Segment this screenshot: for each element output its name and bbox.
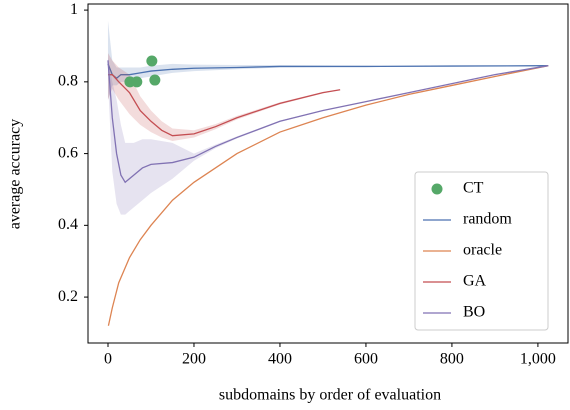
x-tick-label: 400 — [268, 351, 292, 368]
y-tick-label: 0.2 — [58, 288, 78, 305]
legend-label: GA — [463, 273, 487, 290]
legend-label: random — [463, 211, 512, 228]
line — [107, 74, 341, 137]
line — [107, 60, 549, 184]
plot-area — [107, 20, 549, 326]
line — [107, 65, 549, 326]
legend-label: BO — [463, 304, 485, 321]
x-tick-label: 600 — [354, 351, 378, 368]
legend-label: oracle — [463, 242, 502, 259]
x-tick-label: 0 — [104, 351, 112, 368]
y-tick-label: 0.8 — [58, 73, 78, 90]
legend-label: CT — [463, 180, 484, 197]
line — [107, 63, 549, 80]
point — [131, 76, 143, 88]
x-tick-label: 800 — [440, 351, 464, 368]
x-tick-label: 200 — [182, 351, 206, 368]
y-tick-label: 0.4 — [58, 216, 78, 233]
legend-box — [414, 171, 549, 331]
point — [149, 74, 161, 86]
point — [146, 55, 158, 67]
legend-marker — [431, 183, 443, 195]
confidence-band — [107, 20, 549, 100]
y-axis-label: average accuracy — [7, 119, 24, 230]
x-tick-label: 1,000 — [520, 351, 556, 368]
y-tick-label: 0.6 — [58, 144, 78, 161]
x-axis-label: subdomains by order of evaluation — [219, 387, 441, 404]
plot-frame — [87, 3, 569, 344]
y-tick-label: 1 — [70, 1, 78, 18]
